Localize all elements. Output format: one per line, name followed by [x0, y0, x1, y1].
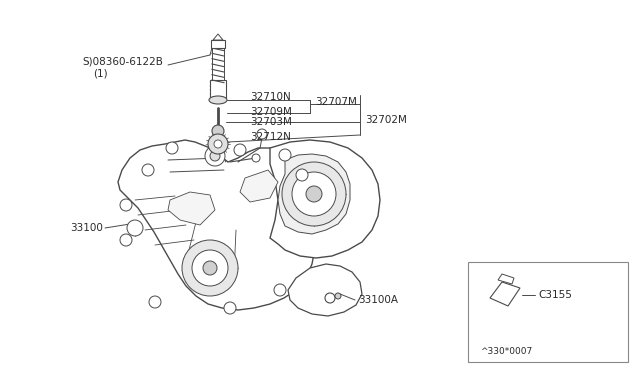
Circle shape: [234, 144, 246, 156]
Polygon shape: [213, 34, 223, 40]
Bar: [210, 80, 226, 98]
Circle shape: [182, 240, 238, 296]
Polygon shape: [118, 140, 316, 310]
Text: 32710N: 32710N: [250, 92, 291, 102]
Text: (1): (1): [93, 69, 108, 79]
Ellipse shape: [209, 96, 227, 104]
Polygon shape: [240, 170, 278, 202]
Circle shape: [127, 220, 143, 236]
Circle shape: [192, 250, 228, 286]
Circle shape: [203, 261, 217, 275]
Polygon shape: [278, 154, 350, 234]
Circle shape: [210, 151, 220, 161]
Text: 32703M: 32703M: [250, 117, 292, 127]
Circle shape: [214, 140, 222, 148]
Polygon shape: [498, 274, 514, 284]
Circle shape: [205, 146, 225, 166]
Text: 33100: 33100: [70, 223, 103, 233]
Text: 32709M: 32709M: [250, 107, 292, 117]
Polygon shape: [288, 264, 362, 316]
Circle shape: [325, 293, 335, 303]
Text: 32707M: 32707M: [315, 97, 357, 107]
Circle shape: [292, 172, 336, 216]
Text: C3155: C3155: [538, 290, 572, 300]
Circle shape: [120, 199, 132, 211]
Polygon shape: [168, 192, 215, 225]
Circle shape: [149, 296, 161, 308]
Text: 32712N: 32712N: [250, 132, 291, 142]
Text: 33100A: 33100A: [358, 295, 398, 305]
Circle shape: [296, 169, 308, 181]
Bar: [211, 40, 225, 48]
Text: 32702M: 32702M: [365, 115, 407, 125]
Circle shape: [306, 186, 322, 202]
Text: ^330*0007: ^330*0007: [480, 347, 532, 356]
Circle shape: [224, 302, 236, 314]
Circle shape: [120, 234, 132, 246]
Circle shape: [274, 284, 286, 296]
Circle shape: [252, 154, 260, 162]
Circle shape: [142, 164, 154, 176]
Circle shape: [166, 142, 178, 154]
Circle shape: [335, 293, 341, 299]
Circle shape: [282, 162, 346, 226]
Polygon shape: [270, 140, 380, 258]
Circle shape: [208, 134, 228, 154]
Text: S)08360-6122B: S)08360-6122B: [82, 57, 163, 67]
Circle shape: [212, 125, 224, 137]
Bar: [468, 262, 628, 362]
Polygon shape: [490, 282, 520, 306]
Circle shape: [257, 129, 267, 139]
Circle shape: [279, 149, 291, 161]
